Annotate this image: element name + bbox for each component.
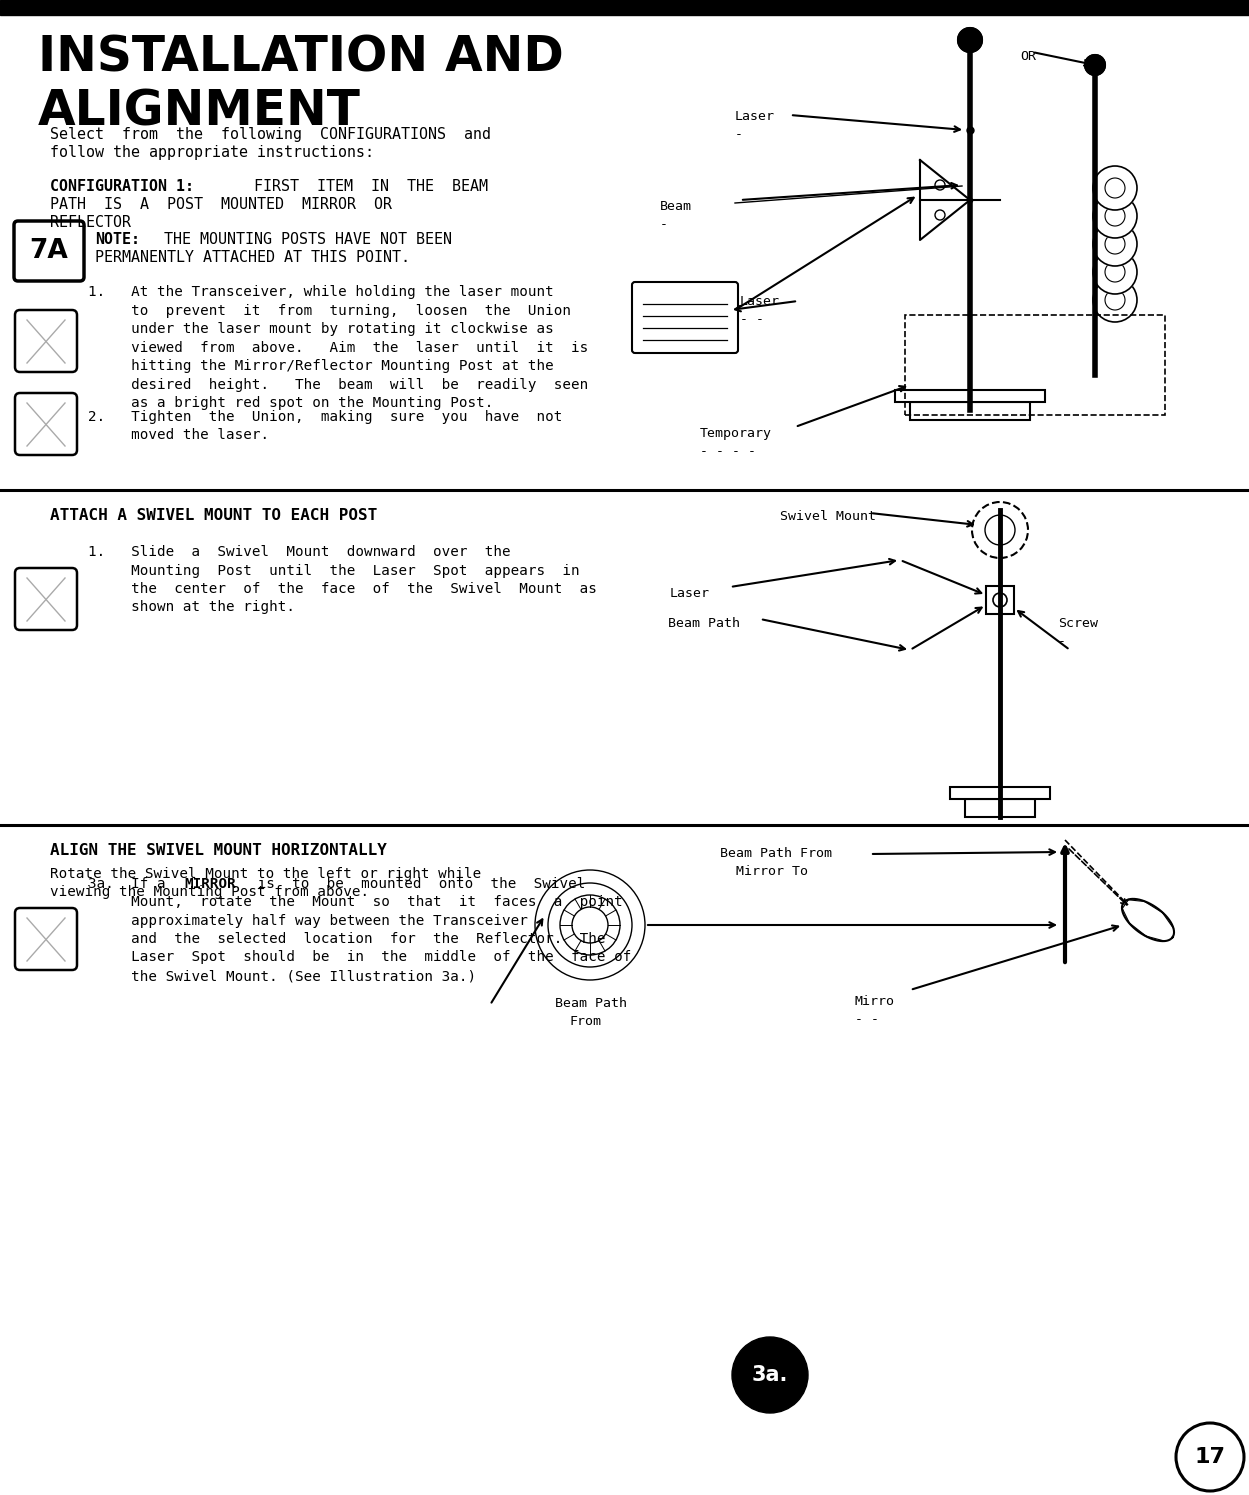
Text: -: - <box>1058 635 1065 647</box>
Circle shape <box>1105 206 1125 226</box>
Text: 3a.  If a: 3a. If a <box>87 878 175 891</box>
Text: ALIGN THE SWIVEL MOUNT HORIZONTALLY: ALIGN THE SWIVEL MOUNT HORIZONTALLY <box>50 843 387 858</box>
Text: desired  height.   The  beam  will  be  readily  seen: desired height. The beam will be readily… <box>87 378 588 392</box>
Text: moved the laser.: moved the laser. <box>87 428 269 443</box>
Text: the  center  of  the  face  of  the  Swivel  Mount  as: the center of the face of the Swivel Mou… <box>87 582 597 597</box>
Circle shape <box>936 209 945 220</box>
Text: Laser  Spot  should  be  in  the  middle  of  the  face of: Laser Spot should be in the middle of th… <box>87 951 632 964</box>
Circle shape <box>1093 194 1137 238</box>
Circle shape <box>572 907 608 943</box>
Circle shape <box>1093 278 1137 321</box>
Circle shape <box>985 514 1015 546</box>
Text: to  prevent  it  from  turning,  loosen  the  Union: to prevent it from turning, loosen the U… <box>87 303 571 317</box>
Circle shape <box>1093 250 1137 295</box>
Text: shown at the right.: shown at the right. <box>87 601 295 614</box>
Text: Mounting  Post  until  the  Laser  Spot  appears  in: Mounting Post until the Laser Spot appea… <box>87 564 580 577</box>
Text: is  to  be  mounted  onto  the  Swivel: is to be mounted onto the Swivel <box>249 878 586 891</box>
Text: hitting the Mirror/Reflector Mounting Post at the: hitting the Mirror/Reflector Mounting Po… <box>87 359 553 372</box>
Text: INSTALLATION AND: INSTALLATION AND <box>37 33 563 81</box>
Text: 7A: 7A <box>30 238 69 265</box>
Text: CONFIGURATION 1:: CONFIGURATION 1: <box>50 179 194 194</box>
Text: Laser: Laser <box>739 295 779 308</box>
Text: - -: - - <box>856 1014 879 1026</box>
Text: 1.   Slide  a  Swivel  Mount  downward  over  the: 1. Slide a Swivel Mount downward over th… <box>87 546 511 559</box>
FancyBboxPatch shape <box>15 568 77 629</box>
Circle shape <box>1093 166 1137 209</box>
Text: 1.   At the Transceiver, while holding the laser mount: 1. At the Transceiver, while holding the… <box>87 286 553 299</box>
Text: NOTE:: NOTE: <box>95 232 140 247</box>
Bar <box>911 402 1030 420</box>
Text: follow the appropriate instructions:: follow the appropriate instructions: <box>50 145 373 160</box>
Text: Swivel Mount: Swivel Mount <box>779 510 876 523</box>
Bar <box>896 390 1045 402</box>
Text: Mount,  rotate  the  Mount  so  that  it  faces  a  point: Mount, rotate the Mount so that it faces… <box>87 896 623 909</box>
Bar <box>965 798 1035 816</box>
Circle shape <box>958 28 982 52</box>
Circle shape <box>1177 1423 1244 1491</box>
Circle shape <box>1105 290 1125 309</box>
FancyBboxPatch shape <box>15 907 77 970</box>
Text: Rotate the Swivel Mount to the left or right while: Rotate the Swivel Mount to the left or r… <box>50 867 481 881</box>
Text: under the laser mount by rotating it clockwise as: under the laser mount by rotating it clo… <box>87 321 553 336</box>
Bar <box>950 786 1050 798</box>
Circle shape <box>548 884 632 967</box>
Text: From: From <box>570 1015 602 1029</box>
Text: ATTACH A SWIVEL MOUNT TO EACH POST: ATTACH A SWIVEL MOUNT TO EACH POST <box>50 508 377 523</box>
Text: Screw: Screw <box>1058 617 1098 629</box>
Circle shape <box>1105 178 1125 197</box>
Text: approximately half way between the Transceiver: approximately half way between the Trans… <box>87 913 528 927</box>
Text: MIRROR: MIRROR <box>184 878 236 891</box>
Bar <box>906 315 1165 416</box>
Circle shape <box>972 502 1028 558</box>
Text: Beam Path: Beam Path <box>668 617 739 629</box>
Text: ALIGNMENT: ALIGNMENT <box>37 87 361 135</box>
Circle shape <box>1105 235 1125 254</box>
Bar <box>0 0 1249 15</box>
Text: and  the  selected  location  for  the  Reflector.  The: and the selected location for the Reflec… <box>87 931 606 946</box>
Text: 2.   Tighten  the  Union,  making  sure  you  have  not: 2. Tighten the Union, making sure you ha… <box>87 410 562 425</box>
Text: Mirror To: Mirror To <box>719 866 808 878</box>
Circle shape <box>535 870 644 981</box>
FancyBboxPatch shape <box>14 221 84 281</box>
FancyBboxPatch shape <box>632 283 738 353</box>
Text: Beam Path From: Beam Path From <box>719 848 832 860</box>
Text: as a bright red spot on the Mounting Post.: as a bright red spot on the Mounting Pos… <box>87 396 493 410</box>
Text: -: - <box>734 129 743 141</box>
Text: Mirro: Mirro <box>856 996 896 1008</box>
Circle shape <box>1105 262 1125 283</box>
Text: 17: 17 <box>1194 1447 1225 1467</box>
FancyBboxPatch shape <box>15 393 77 454</box>
Text: viewing the Mounting Post from above.: viewing the Mounting Post from above. <box>50 885 370 898</box>
Text: PERMANENTLY ATTACHED AT THIS POINT.: PERMANENTLY ATTACHED AT THIS POINT. <box>95 250 410 265</box>
Text: the Swivel Mount. (See Illustration 3a.): the Swivel Mount. (See Illustration 3a.) <box>87 969 476 984</box>
Text: Temporary: Temporary <box>699 428 772 440</box>
Text: viewed  from  above.   Aim  the  laser  until  it  is: viewed from above. Aim the laser until i… <box>87 341 588 354</box>
Text: OR: OR <box>1020 49 1035 63</box>
Bar <box>985 586 1014 614</box>
Text: - -: - - <box>739 312 764 326</box>
Text: PATH  IS  A  POST  MOUNTED  MIRROR  OR: PATH IS A POST MOUNTED MIRROR OR <box>50 197 392 212</box>
Text: REFLECTOR: REFLECTOR <box>50 215 131 230</box>
Text: Laser: Laser <box>734 111 774 123</box>
Text: Laser: Laser <box>669 588 709 599</box>
Text: FIRST  ITEM  IN  THE  BEAM: FIRST ITEM IN THE BEAM <box>245 179 488 194</box>
Text: 3a.: 3a. <box>752 1365 788 1384</box>
Circle shape <box>936 179 945 190</box>
Circle shape <box>1093 221 1137 266</box>
Text: THE MOUNTING POSTS HAVE NOT BEEN: THE MOUNTING POSTS HAVE NOT BEEN <box>155 232 452 247</box>
Text: - - - -: - - - - <box>699 446 756 457</box>
FancyBboxPatch shape <box>15 309 77 372</box>
Circle shape <box>1085 55 1105 75</box>
Text: Select  from  the  following  CONFIGURATIONS  and: Select from the following CONFIGURATIONS… <box>50 127 491 142</box>
Circle shape <box>560 896 620 955</box>
Text: Beam: Beam <box>659 200 692 212</box>
Text: -: - <box>659 218 668 232</box>
Text: Beam Path: Beam Path <box>555 997 627 1011</box>
Circle shape <box>732 1337 808 1413</box>
